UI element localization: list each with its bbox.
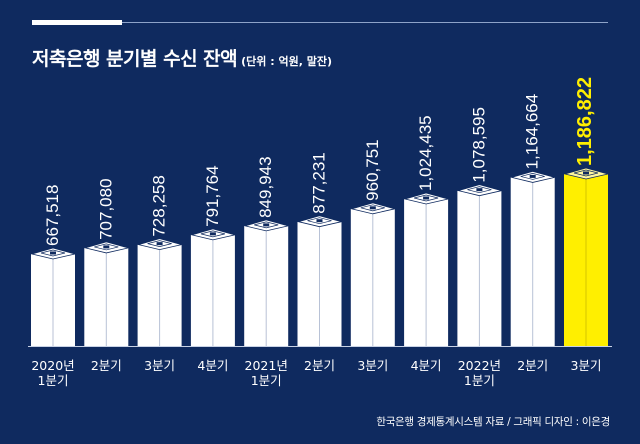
value-label: 728,258 (150, 175, 169, 236)
bar-group: 960,751 3분기 (351, 139, 395, 373)
value-label: 791,764 (203, 165, 222, 226)
category-label: 2022년 (458, 358, 501, 373)
category-label: 2021년 (245, 358, 288, 373)
category-label: 1분기 (38, 373, 69, 388)
value-label: 1,164,664 (523, 94, 542, 170)
bar-group: 728,258 3분기 (138, 175, 182, 373)
value-label: 877,231 (310, 152, 329, 213)
category-label: 3분기 (144, 358, 175, 373)
category-label: 1분기 (464, 373, 495, 388)
category-label: 4분기 (197, 358, 228, 373)
value-label: 707,080 (96, 178, 115, 239)
category-label: 2020년 (31, 358, 74, 373)
bar-group: 1,024,435 4분기 (404, 115, 448, 373)
category-label: 1분기 (251, 373, 282, 388)
bar-group: 877,231 2분기 (298, 152, 342, 373)
value-label: 1,024,435 (416, 115, 435, 191)
category-label: 2분기 (517, 358, 548, 373)
value-label: 960,751 (363, 139, 382, 200)
bar-group: 707,080 2분기 (84, 178, 128, 373)
source-credit: 한국은행 경제통계시스템 자료 / 그래픽 디자인 : 이은경 (376, 414, 610, 429)
category-label: 3분기 (357, 358, 388, 373)
category-label: 3분기 (571, 358, 602, 373)
value-label: 849,943 (256, 156, 275, 217)
category-label: 2분기 (304, 358, 335, 373)
category-label: 2분기 (91, 358, 122, 373)
bar-group: 791,764 4분기 (191, 165, 235, 373)
value-label: 1,078,595 (469, 107, 488, 183)
bar-group: 1,164,664 2분기 (511, 94, 555, 373)
value-label: 1,186,822 (574, 77, 596, 166)
value-label: 667,518 (43, 185, 62, 246)
bar-group: 1,186,822 3분기 (564, 77, 608, 373)
category-label: 4분기 (411, 358, 442, 373)
